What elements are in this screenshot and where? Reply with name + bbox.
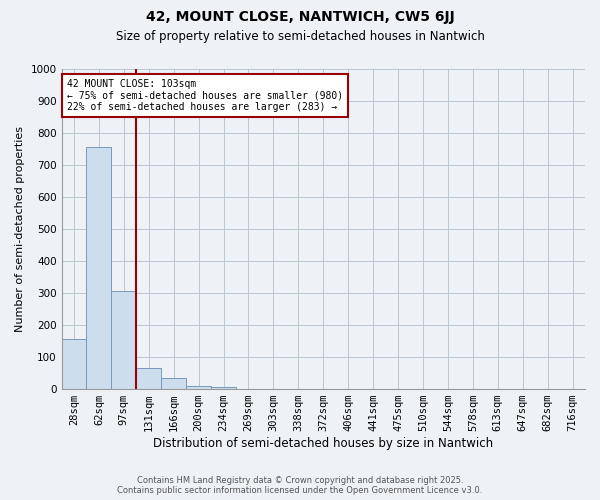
Text: 42, MOUNT CLOSE, NANTWICH, CW5 6JJ: 42, MOUNT CLOSE, NANTWICH, CW5 6JJ bbox=[146, 10, 454, 24]
Bar bbox=[211, 386, 236, 389]
Text: Contains HM Land Registry data © Crown copyright and database right 2025.
Contai: Contains HM Land Registry data © Crown c… bbox=[118, 476, 482, 495]
Bar bbox=[86, 148, 112, 389]
Bar bbox=[112, 292, 136, 389]
Bar bbox=[161, 378, 186, 389]
Y-axis label: Number of semi-detached properties: Number of semi-detached properties bbox=[15, 126, 25, 332]
Text: Size of property relative to semi-detached houses in Nantwich: Size of property relative to semi-detach… bbox=[116, 30, 484, 43]
X-axis label: Distribution of semi-detached houses by size in Nantwich: Distribution of semi-detached houses by … bbox=[153, 437, 493, 450]
Text: 42 MOUNT CLOSE: 103sqm
← 75% of semi-detached houses are smaller (980)
22% of se: 42 MOUNT CLOSE: 103sqm ← 75% of semi-det… bbox=[67, 78, 343, 112]
Bar bbox=[186, 386, 211, 389]
Bar bbox=[136, 368, 161, 389]
Bar bbox=[62, 340, 86, 389]
